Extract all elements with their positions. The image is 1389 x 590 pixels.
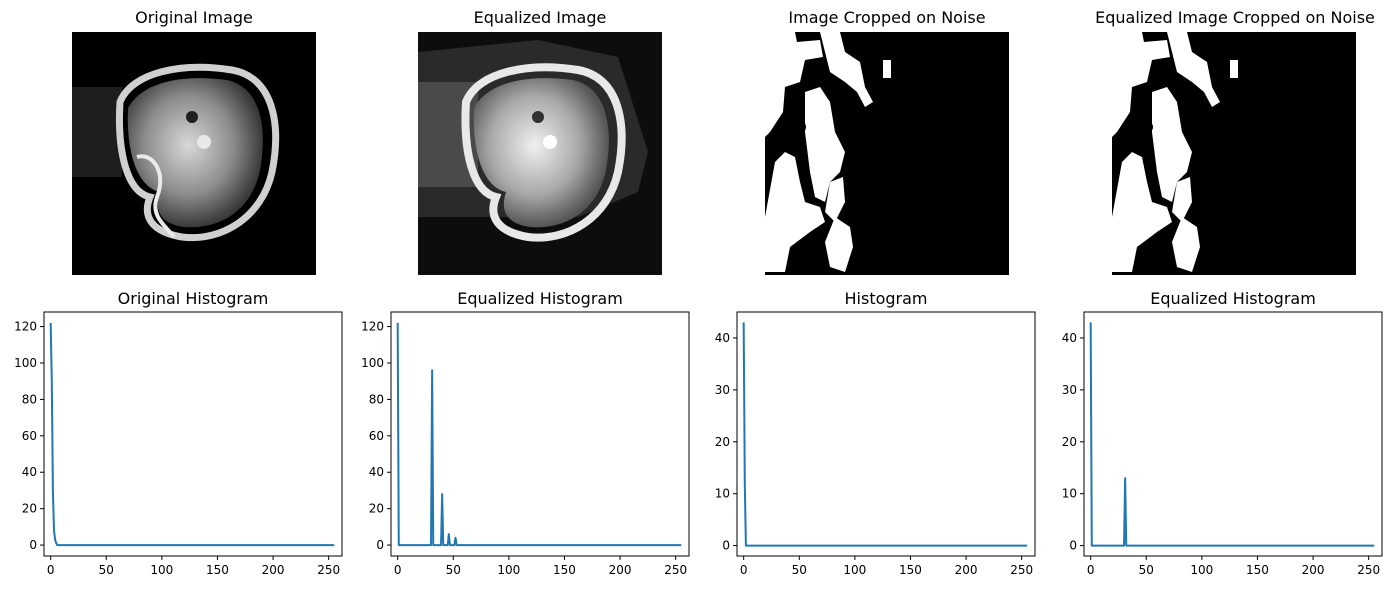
x-tick-label: 50 (1139, 563, 1154, 577)
x-tick-label: 100 (150, 563, 173, 577)
y-tick-label: 80 (369, 392, 384, 406)
histogram-line (396, 322, 682, 547)
x-tick-label: 100 (497, 563, 520, 577)
x-tick-label: 50 (792, 563, 807, 577)
y-tick-label: 60 (369, 429, 384, 443)
y-tick-label: 100 (361, 356, 384, 370)
y-tick-label: 0 (376, 538, 384, 552)
axes-frame (390, 311, 690, 557)
cropped-equalized-image-title: Equalized Image Cropped on Noise (1095, 8, 1375, 27)
histogram-chart-0: Original Histogram 0 50 100 150 200 250 0 20 40 60… (14, 289, 343, 577)
y-tick-label: 20 (22, 502, 37, 516)
y-tick-label: 60 (22, 429, 37, 443)
equalized-image-title: Equalized Image (473, 8, 607, 27)
y-tick-label: 100 (14, 356, 37, 370)
y-tick-label: 120 (361, 320, 384, 334)
y-tick-label: 0 (722, 539, 730, 553)
x-tick-label: 0 (740, 563, 748, 577)
y-tick-label: 20 (369, 502, 384, 516)
y-tick-label: 40 (1062, 331, 1077, 345)
histogram-line (1089, 322, 1375, 547)
x-tick-label: 200 (955, 563, 978, 577)
y-tick-label: 0 (29, 538, 37, 552)
histogram-title: Original Histogram (118, 289, 269, 308)
y-tick-label: 30 (1062, 383, 1077, 397)
axes-frame (1083, 311, 1383, 557)
y-tick-label: 40 (369, 465, 384, 479)
axes-frame (43, 311, 343, 557)
x-tick-label: 50 (99, 563, 114, 577)
x-tick-label: 100 (843, 563, 866, 577)
x-tick-label: 250 (1010, 563, 1033, 577)
x-tick-label: 200 (1302, 563, 1325, 577)
histogram-title: Equalized Histogram (457, 289, 623, 308)
x-tick-label: 0 (47, 563, 55, 577)
original-image-title: Original Image (135, 8, 253, 27)
y-tick-label: 0 (1069, 539, 1077, 553)
histogram-chart-2: Histogram 0 50 100 150 200 250 0 10 20 30 40 (715, 289, 1036, 577)
histogram-chart-3: Equalized Histogram 0 50 100 150 200 250 0 10 20 3… (1062, 289, 1383, 577)
x-tick-label: 50 (446, 563, 461, 577)
y-tick-label: 10 (1062, 487, 1077, 501)
x-tick-label: 200 (609, 563, 632, 577)
cropped-image-title: Image Cropped on Noise (788, 8, 986, 27)
y-tick-label: 120 (14, 320, 37, 334)
histogram-line (742, 322, 1028, 547)
axes-frame (736, 311, 1036, 557)
y-tick-label: 80 (22, 392, 37, 406)
y-tick-label: 20 (715, 435, 730, 449)
y-tick-label: 40 (715, 331, 730, 345)
y-tick-label: 20 (1062, 435, 1077, 449)
y-tick-label: 30 (715, 383, 730, 397)
histogram-title: Equalized Histogram (1150, 289, 1316, 308)
x-tick-label: 100 (1190, 563, 1213, 577)
x-tick-label: 150 (899, 563, 922, 577)
y-tick-label: 10 (715, 487, 730, 501)
histogram-title: Histogram (845, 289, 928, 308)
cropped-noise-image (765, 32, 1009, 275)
x-tick-label: 250 (1357, 563, 1380, 577)
x-tick-label: 0 (394, 563, 402, 577)
x-tick-label: 250 (664, 563, 687, 577)
histogram-line (49, 322, 335, 547)
x-tick-label: 250 (317, 563, 340, 577)
histogram-chart-1: Equalized Histogram 0 50 100 150 200 250 0 20 40 6… (361, 289, 690, 577)
equalized-mri-image (418, 32, 662, 275)
x-tick-label: 150 (553, 563, 576, 577)
original-mri-image (72, 32, 316, 275)
cropped-equalized-noise-image (1112, 32, 1356, 275)
x-tick-label: 200 (262, 563, 285, 577)
x-tick-label: 150 (206, 563, 229, 577)
x-tick-label: 150 (1246, 563, 1269, 577)
x-tick-label: 0 (1087, 563, 1095, 577)
y-tick-label: 40 (22, 465, 37, 479)
